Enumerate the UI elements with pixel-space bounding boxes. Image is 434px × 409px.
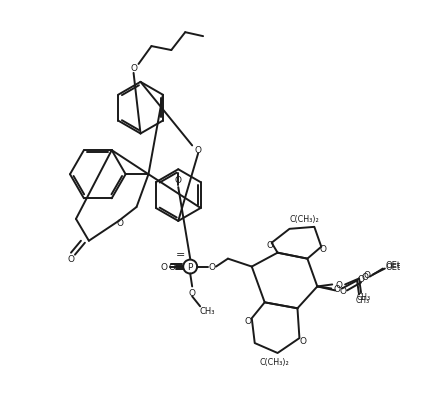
Text: O: O	[68, 254, 75, 263]
Text: CH₃: CH₃	[199, 306, 215, 315]
Text: O: O	[334, 284, 341, 293]
Text: O: O	[169, 263, 176, 272]
Text: OEt: OEt	[385, 263, 400, 272]
Text: C(CH₃)₂: C(CH₃)₂	[289, 215, 319, 224]
Text: O: O	[175, 175, 182, 184]
Text: O: O	[208, 263, 216, 272]
Text: O: O	[358, 274, 365, 283]
Text: O: O	[266, 240, 273, 249]
Text: C(CH₃)₂: C(CH₃)₂	[260, 357, 289, 366]
Text: O: O	[300, 336, 307, 345]
Text: O: O	[194, 146, 202, 155]
Text: CH₃: CH₃	[357, 292, 371, 301]
Text: CH₃: CH₃	[356, 295, 370, 304]
Text: O: O	[161, 263, 168, 272]
Text: O: O	[244, 316, 251, 325]
Text: O: O	[340, 286, 347, 295]
Text: =: =	[176, 249, 185, 259]
Text: P: P	[187, 263, 193, 272]
Text: O: O	[320, 245, 327, 254]
Text: OEt: OEt	[385, 261, 400, 270]
Text: O: O	[189, 288, 196, 297]
Text: O: O	[335, 280, 343, 289]
Text: O: O	[364, 270, 371, 279]
Text: O: O	[362, 272, 368, 281]
Text: O: O	[116, 219, 123, 228]
Text: O: O	[130, 64, 137, 73]
